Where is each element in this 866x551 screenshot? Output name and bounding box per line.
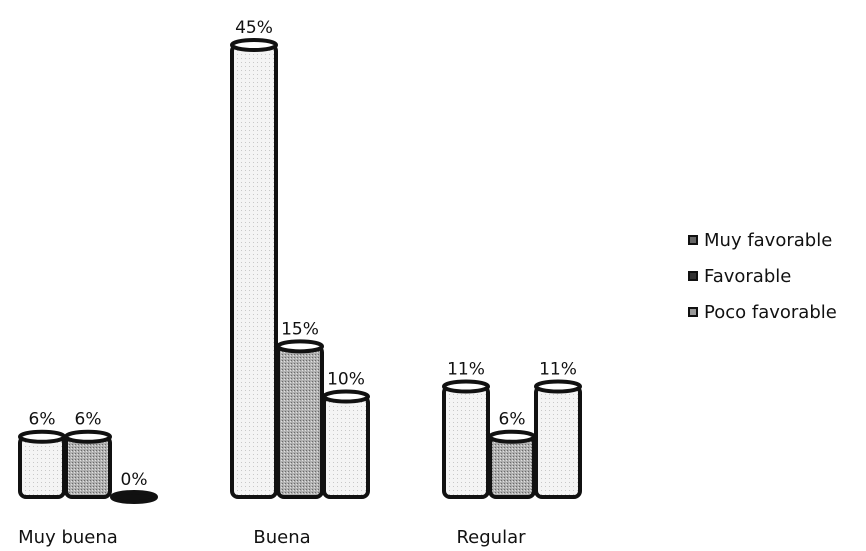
bar-buena-series-2 <box>276 339 324 500</box>
bar-muy-buena-series-3 <box>110 490 158 504</box>
category-label: Muy buena <box>18 527 118 548</box>
bar-regular-series-2 <box>488 429 536 500</box>
data-label-group: 6% 6% 0% 45% 15% 10% 11% 6% 11% <box>29 18 577 490</box>
category-label: Buena <box>253 527 310 548</box>
legend: Muy favorable Favorable Poco favorable <box>688 222 837 330</box>
bar-buena-series-1 <box>230 38 278 499</box>
data-label: 11% <box>447 360 485 380</box>
category-label-group: Muy buena Buena Regular <box>18 527 526 548</box>
data-label: 6% <box>75 410 102 430</box>
data-label: 6% <box>499 410 526 430</box>
legend-label: Muy favorable <box>704 229 833 251</box>
bar-group <box>18 38 582 504</box>
legend-label: Favorable <box>704 265 792 287</box>
data-label: 45% <box>235 18 273 38</box>
legend-swatch-icon <box>688 307 698 317</box>
legend-label: Poco favorable <box>704 301 837 323</box>
data-label: 6% <box>29 410 56 430</box>
bar-muy-buena-series-2 <box>64 429 112 500</box>
legend-item-favorable: Favorable <box>688 258 837 294</box>
data-label: 11% <box>539 360 577 380</box>
bar-buena-series-3 <box>322 389 370 499</box>
legend-swatch-icon <box>688 271 698 281</box>
data-label: 10% <box>327 370 365 390</box>
data-label: 15% <box>281 319 319 339</box>
legend-swatch-icon <box>688 235 698 245</box>
legend-item-poco-favorable: Poco favorable <box>688 294 837 330</box>
bar-regular-series-1 <box>442 379 490 499</box>
category-label: Regular <box>456 527 526 548</box>
bar-muy-buena-series-1 <box>18 429 66 500</box>
bar-regular-series-3 <box>534 379 582 499</box>
data-label: 0% <box>121 470 148 490</box>
legend-item-muy-favorable: Muy favorable <box>688 222 837 258</box>
